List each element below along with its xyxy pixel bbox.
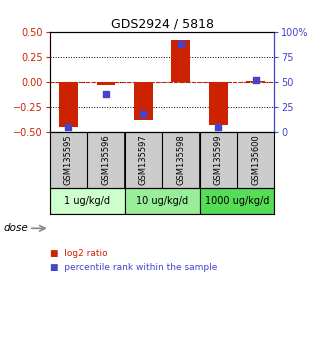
Point bbox=[103, 91, 108, 97]
Bar bbox=[50, 188, 125, 214]
Text: ■  log2 ratio: ■ log2 ratio bbox=[50, 249, 108, 258]
Bar bbox=[200, 188, 274, 214]
Text: GSM135598: GSM135598 bbox=[176, 135, 185, 185]
Title: GDS2924 / 5818: GDS2924 / 5818 bbox=[111, 18, 213, 31]
Bar bbox=[125, 188, 200, 214]
Point bbox=[178, 41, 183, 47]
Bar bbox=[59, 82, 78, 127]
Text: GSM135596: GSM135596 bbox=[101, 135, 110, 185]
Bar bbox=[247, 81, 265, 82]
Point bbox=[66, 124, 71, 130]
Text: 10 ug/kg/d: 10 ug/kg/d bbox=[136, 196, 188, 206]
Point bbox=[216, 124, 221, 130]
Text: ■  percentile rank within the sample: ■ percentile rank within the sample bbox=[50, 263, 217, 272]
Text: 1 ug/kg/d: 1 ug/kg/d bbox=[64, 196, 110, 206]
Bar bbox=[97, 82, 115, 85]
Bar bbox=[134, 82, 153, 120]
Text: GSM135595: GSM135595 bbox=[64, 135, 73, 185]
Point bbox=[253, 77, 258, 83]
Text: 1000 ug/kg/d: 1000 ug/kg/d bbox=[205, 196, 269, 206]
Point bbox=[141, 111, 146, 117]
Text: GSM135599: GSM135599 bbox=[214, 135, 223, 185]
Bar bbox=[209, 82, 228, 125]
Text: GSM135597: GSM135597 bbox=[139, 135, 148, 185]
Text: GSM135600: GSM135600 bbox=[251, 135, 260, 185]
Bar bbox=[171, 40, 190, 82]
Text: dose: dose bbox=[3, 223, 28, 233]
